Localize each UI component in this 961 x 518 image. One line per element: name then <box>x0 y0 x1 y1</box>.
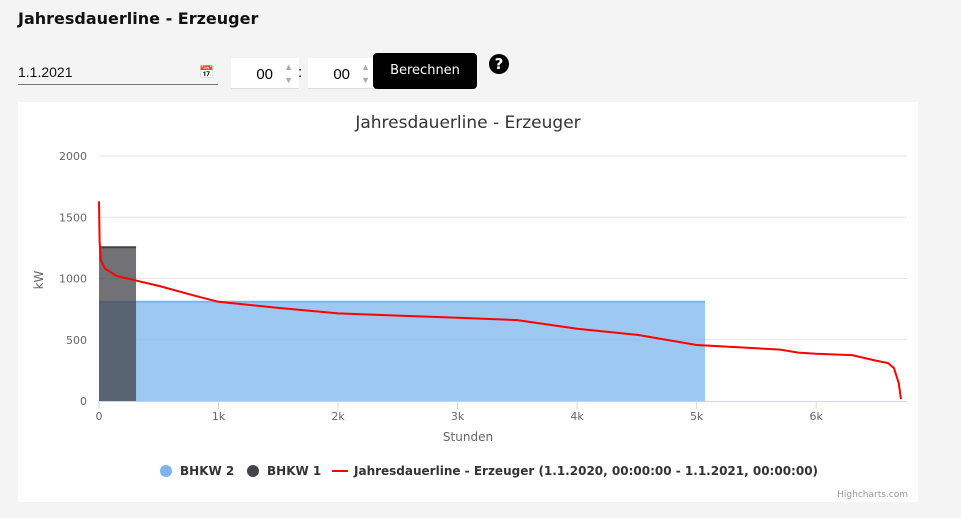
x-tick-label: 3k <box>451 410 465 423</box>
help-icon[interactable]: ? <box>489 54 509 74</box>
page-title: Jahresdauerline - Erzeuger <box>18 9 259 28</box>
chart-container: Jahresdauerline - Erzeuger 0 500 1000 1500 2… <box>18 102 918 502</box>
y-tick-label: 1000 <box>59 273 87 286</box>
y-tick-label: 0 <box>80 395 87 408</box>
x-tick-label: 5k <box>690 410 704 423</box>
calendar-icon[interactable]: 📅 <box>199 65 214 79</box>
x-tick-label: 4k <box>570 410 584 423</box>
calculate-button[interactable]: Berechnen <box>373 53 477 89</box>
credits[interactable]: Highcharts.com <box>837 490 908 500</box>
legend-item: Jahresdauerline - Erzeuger (1.1.2020, 00… <box>353 464 818 478</box>
hour-input[interactable]: 00 ▲ ▼ <box>231 58 299 89</box>
legend-item: BHKW 1 <box>267 464 321 478</box>
hour-spinner-icon[interactable]: ▲ ▼ <box>284 62 293 85</box>
minute-value: 00 <box>333 66 350 83</box>
area-bhkw-2 <box>99 301 705 401</box>
area-bhkw-1 <box>99 247 137 401</box>
y-tick-label: 2000 <box>59 150 87 163</box>
date-value: 1.1.2021 <box>18 64 73 80</box>
series-line <box>98 201 902 400</box>
minute-input[interactable]: 00 ▲ ▼ <box>308 58 376 89</box>
x-tick-label: 1k <box>212 410 226 423</box>
chart-title: Jahresdauerline - Erzeuger <box>354 113 580 133</box>
legend-marker <box>160 465 172 477</box>
x-tick-label: 0 <box>96 410 103 423</box>
x-axis-label: Stunden <box>443 430 493 444</box>
time-separator: : <box>298 64 303 81</box>
y-axis-label: kW <box>32 270 46 289</box>
x-tick-label: 2k <box>331 410 345 423</box>
legend-item: BHKW 2 <box>180 464 234 478</box>
x-tick-label: 6k <box>809 410 823 423</box>
date-input[interactable]: 1.1.2021 📅 <box>18 60 218 85</box>
minute-spinner-icon[interactable]: ▲ ▼ <box>361 62 370 85</box>
y-tick-label: 500 <box>66 334 87 347</box>
legend-marker <box>247 465 259 477</box>
chart-svg: Jahresdauerline - Erzeuger 0 500 1000 1500 2… <box>32 113 908 500</box>
y-tick-label: 1500 <box>59 211 87 224</box>
hour-value: 00 <box>256 66 273 83</box>
